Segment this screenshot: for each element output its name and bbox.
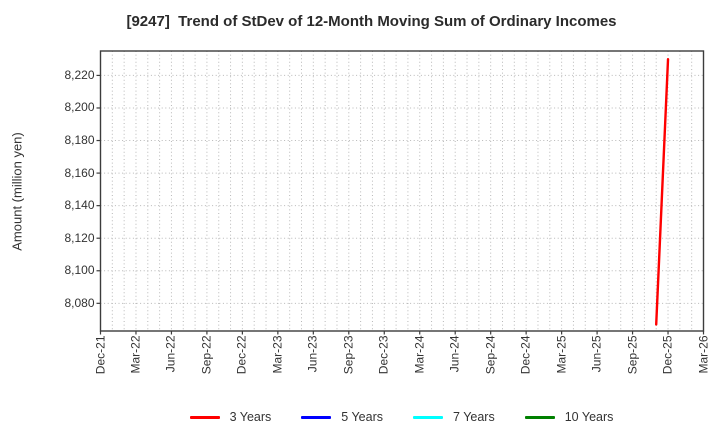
y-tick-label: 8,220 <box>64 67 95 82</box>
y-tick-label: 8,100 <box>64 263 95 278</box>
legend-label: 3 Years <box>229 410 272 424</box>
legend-label: 5 Years <box>341 410 384 424</box>
x-tick-label: Dec-22 <box>234 335 249 375</box>
y-tick-label: 8,180 <box>64 133 95 148</box>
x-tick-label: Sep-23 <box>341 335 356 375</box>
y-tick-label: 8,200 <box>64 100 95 115</box>
x-tick-label: Jun-25 <box>589 335 604 373</box>
legend-line-swatch <box>301 415 332 419</box>
legend-item-10-years: 10 Years <box>524 410 614 424</box>
x-tick-label: Mar-26 <box>696 335 710 374</box>
x-tick-label: Mar-25 <box>554 335 569 374</box>
x-tick-label: Mar-22 <box>128 335 143 374</box>
legend-line-swatch <box>524 415 555 419</box>
x-tick-label: Dec-23 <box>376 335 391 375</box>
x-tick-label: Sep-24 <box>483 335 498 375</box>
legend-item-5-years: 5 Years <box>301 410 383 424</box>
x-tick-label: Jun-24 <box>447 335 462 373</box>
x-tick-label: Mar-23 <box>270 335 285 374</box>
x-tick-label: Sep-25 <box>625 335 640 375</box>
legend: 3 Years 5 Years 7 Years 10 Years <box>100 404 703 430</box>
legend-line-swatch <box>189 415 220 419</box>
x-tick-label: Dec-25 <box>660 335 675 375</box>
series-line-3-years <box>655 57 670 326</box>
x-tick-label: Mar-24 <box>412 335 427 374</box>
legend-label: 7 Years <box>453 410 495 424</box>
chart-title: [9247] Trend of StDev of 12-Month Moving… <box>126 13 617 30</box>
legend-line-swatch <box>413 415 444 419</box>
x-tick-label: Dec-21 <box>93 335 107 375</box>
y-tick-label: 8,140 <box>64 198 95 213</box>
legend-item-3-years: 3 Years <box>189 410 272 424</box>
x-tick-label: Dec-24 <box>518 335 533 375</box>
plot-frame <box>99 50 705 332</box>
x-tick-label: Jun-22 <box>163 335 178 373</box>
y-tick-label: 8,080 <box>64 295 95 310</box>
y-tick-label: 8,120 <box>64 230 95 245</box>
legend-label: 10 Years <box>564 410 614 424</box>
x-tick-label: Sep-22 <box>199 335 214 375</box>
legend-item-7-years: 7 Years <box>413 410 495 424</box>
y-tick-label: 8,160 <box>64 165 95 180</box>
x-tick-label: Jun-23 <box>305 335 320 373</box>
